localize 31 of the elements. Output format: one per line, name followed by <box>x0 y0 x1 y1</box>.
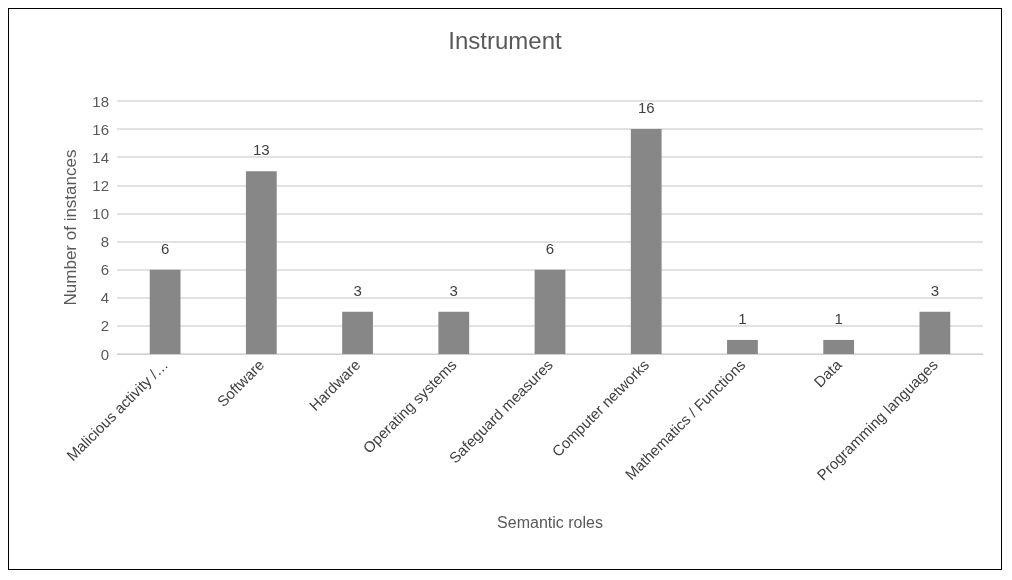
y-tick-label: 2 <box>100 317 109 335</box>
y-tick-label: 16 <box>92 120 109 138</box>
bar <box>727 339 758 354</box>
bar <box>438 311 470 354</box>
bar <box>534 269 566 354</box>
bar <box>919 311 951 354</box>
y-tick-label: 14 <box>92 148 109 166</box>
data-label: 16 <box>637 99 655 117</box>
bar <box>630 129 662 354</box>
data-label: 3 <box>930 281 940 299</box>
y-tick-label: 6 <box>100 261 109 279</box>
y-tick-label: 8 <box>100 233 109 251</box>
data-label: 6 <box>160 239 170 257</box>
y-tick-label: 10 <box>92 204 109 222</box>
data-label: 6 <box>545 239 555 257</box>
bar <box>149 269 181 354</box>
y-tick-label: 18 <box>92 92 109 110</box>
y-axis-title: Number of instances <box>61 149 80 306</box>
chart-title: Instrument <box>448 26 563 54</box>
data-label: 3 <box>449 281 458 299</box>
data-label: 1 <box>738 309 747 327</box>
y-tick-label: 12 <box>92 176 109 194</box>
data-label: 1 <box>834 309 843 327</box>
bar <box>245 171 277 354</box>
y-tick-label: 0 <box>100 345 109 363</box>
y-tick-label: 4 <box>100 289 109 307</box>
bar <box>823 339 855 354</box>
x-axis-title: Semantic roles <box>497 513 603 531</box>
bar <box>342 311 373 354</box>
data-label: 13 <box>252 141 270 159</box>
data-label: 3 <box>353 281 362 299</box>
